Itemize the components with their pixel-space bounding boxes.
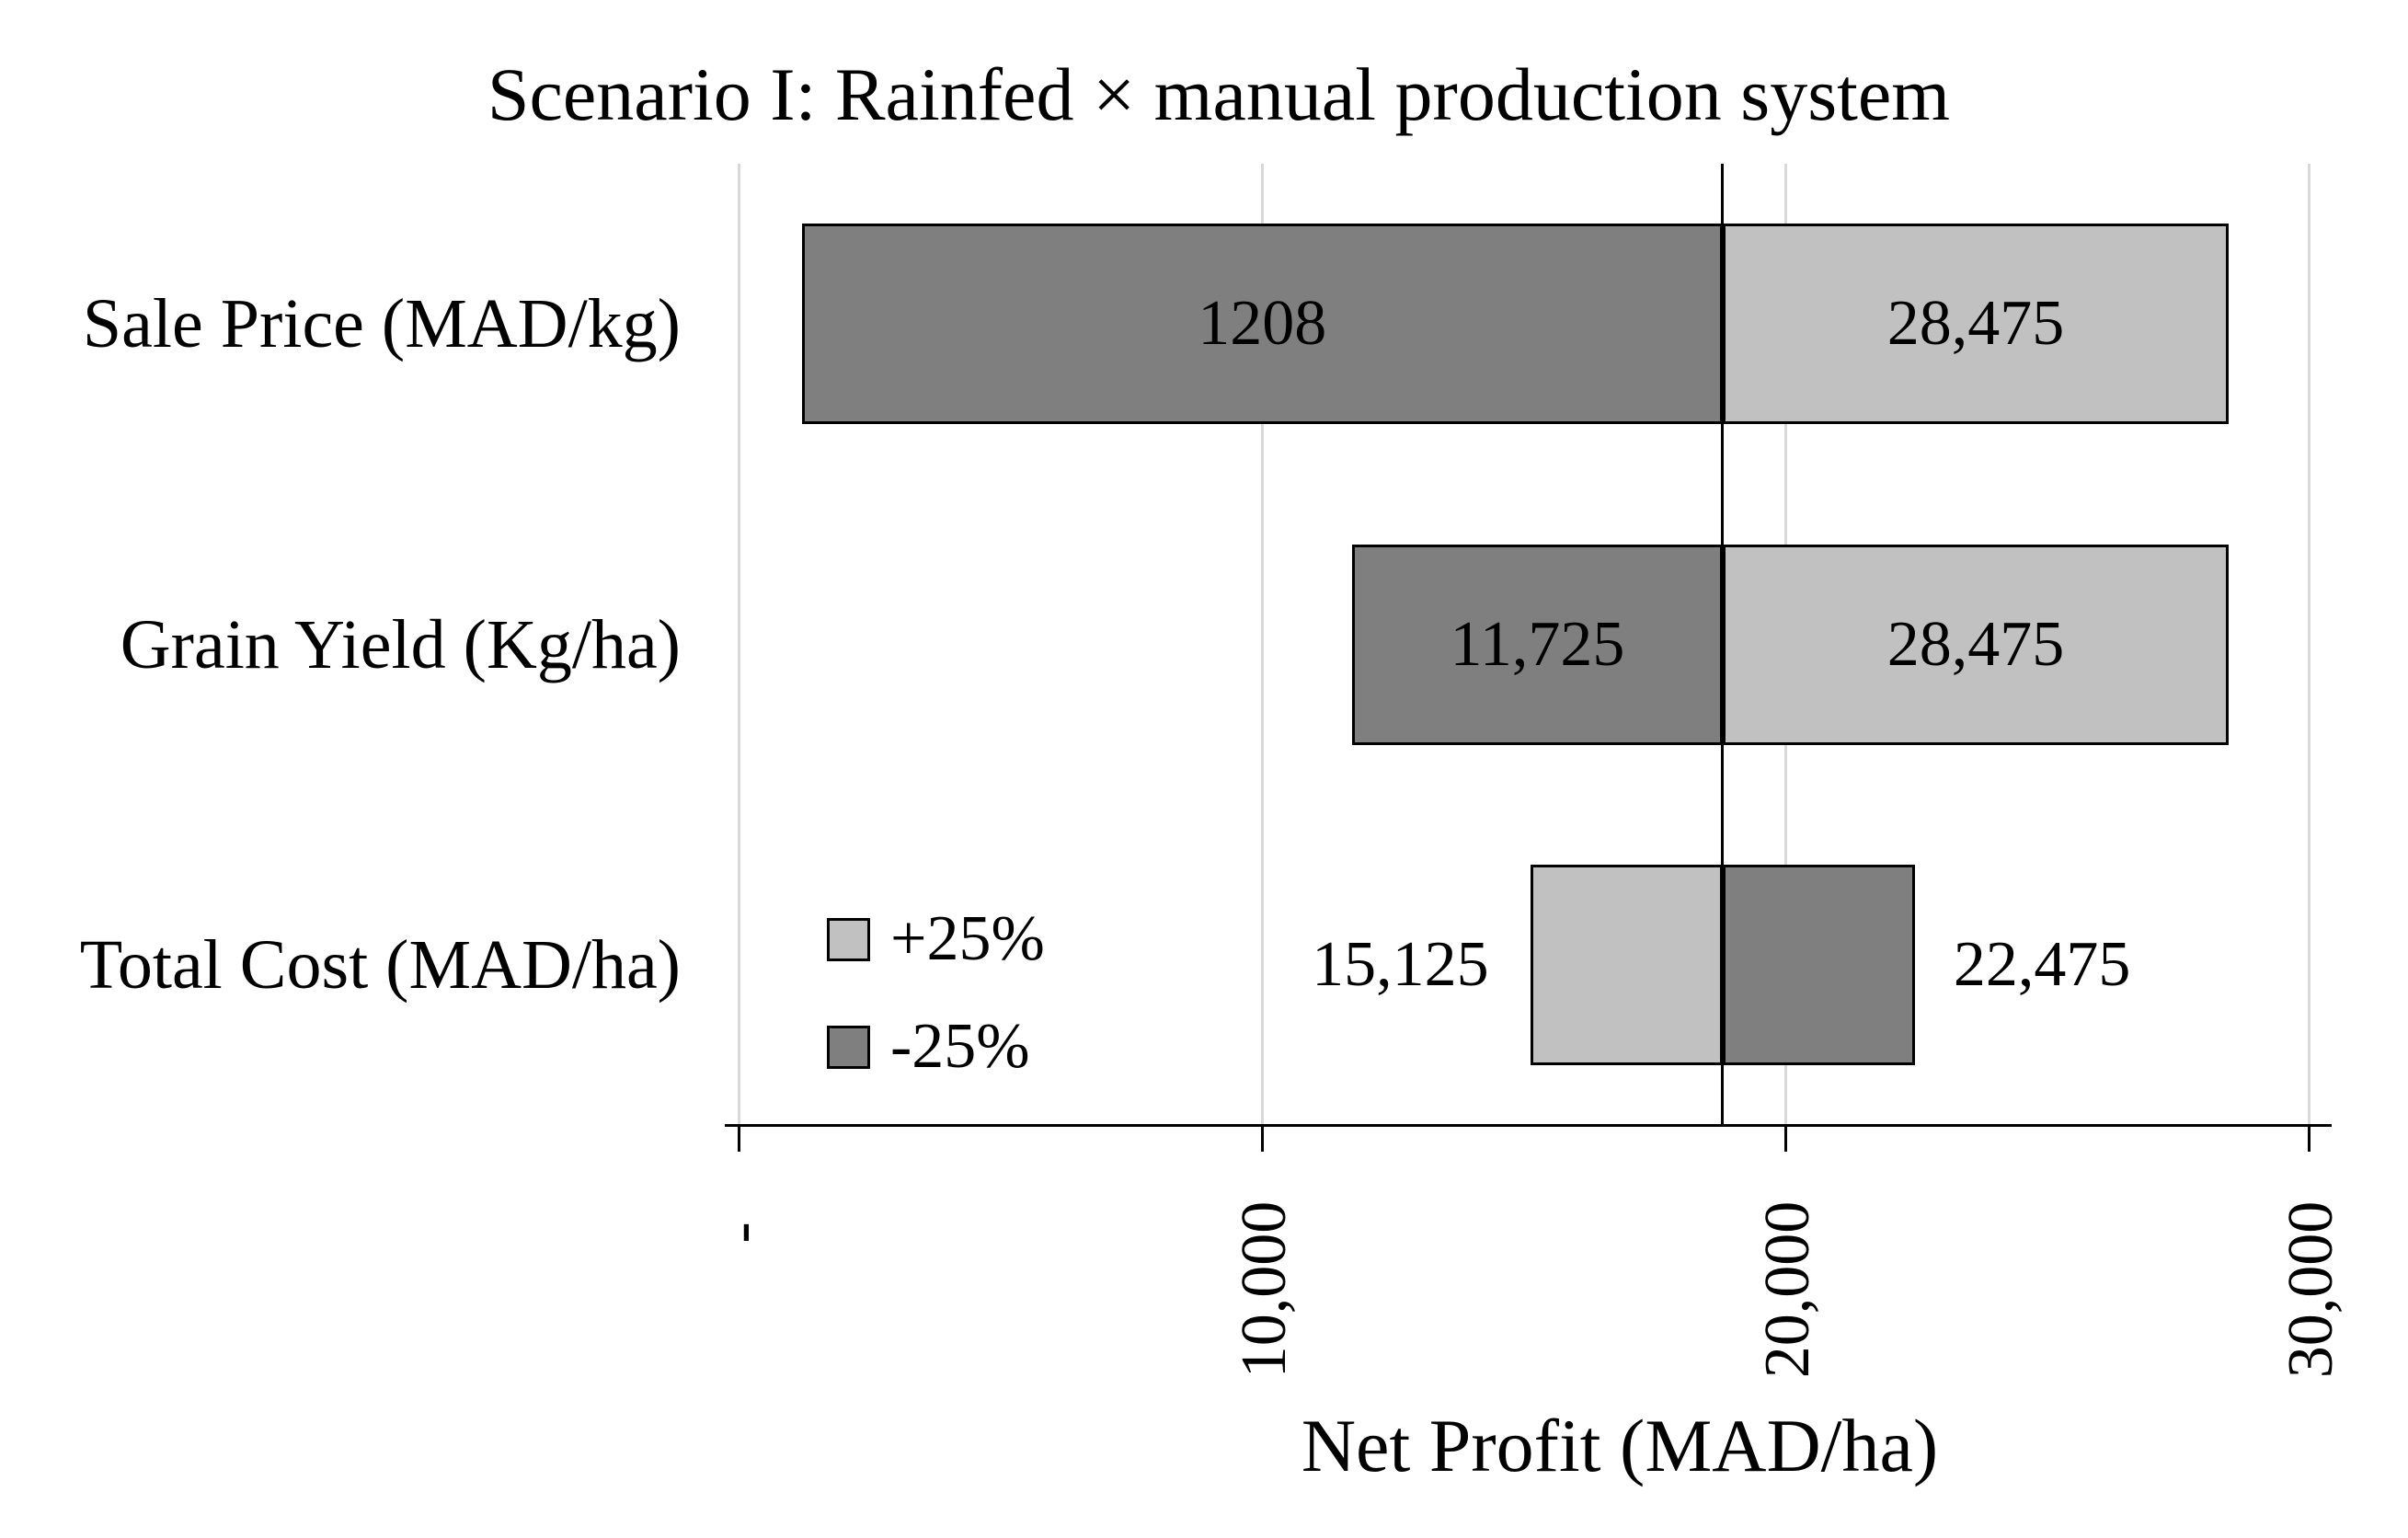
x-axis-tick-mark xyxy=(1783,1124,1787,1152)
bar-data-label: 11,725 xyxy=(1450,608,1625,680)
bar-segment--25pct: 1208 xyxy=(801,224,1723,425)
gridline-10000 xyxy=(1260,164,1264,1125)
chart-title: Scenario I: Rainfed × manual production … xyxy=(487,52,1951,136)
baseline-line xyxy=(1721,164,1725,1125)
legend-label: +25% xyxy=(890,903,1045,974)
bar-segment--25pct xyxy=(1722,864,1915,1065)
x-axis-tick-label: 20,000 xyxy=(1752,1200,1823,1379)
x-axis-tick-mark xyxy=(737,1124,740,1152)
x-axis-tick-label: 10,000 xyxy=(1229,1200,1300,1379)
bar-data-label: 1208 xyxy=(1198,288,1327,360)
x-axis-title: Net Profit (MAD/ha) xyxy=(1301,1404,1939,1487)
x-axis-line xyxy=(725,1124,2332,1127)
gridline-0 xyxy=(737,164,740,1125)
bar-data-label: 22,475 xyxy=(1953,928,2131,1000)
legend-swatch-+25pct xyxy=(827,917,870,961)
category-label: Total Cost (MAD/ha) xyxy=(79,925,681,1004)
bar-data-label: 15,125 xyxy=(1312,928,1489,1000)
bar-segment-+25pct: 28,475 xyxy=(1722,544,2230,745)
bar-data-label: 28,475 xyxy=(1886,288,2065,360)
x-axis-tick-mark xyxy=(2307,1124,2311,1152)
x-axis-tick-label: - xyxy=(705,1222,776,1244)
gridline-30000 xyxy=(2307,164,2311,1125)
bar-data-label: 28,475 xyxy=(1886,608,2065,680)
category-label: Grain Yield (Kg/ha) xyxy=(120,605,681,683)
x-axis-tick-mark xyxy=(1260,1124,1264,1152)
x-axis-tick-label: 30,000 xyxy=(2276,1200,2346,1379)
legend-swatch--25pct xyxy=(827,1025,870,1069)
bar-segment-+25pct xyxy=(1530,864,1723,1065)
legend-label: -25% xyxy=(890,1011,1030,1082)
bar-segment-+25pct: 28,475 xyxy=(1722,224,2230,425)
category-label: Sale Price (MAD/kg) xyxy=(82,285,681,363)
bar-segment--25pct: 11,725 xyxy=(1352,544,1723,745)
